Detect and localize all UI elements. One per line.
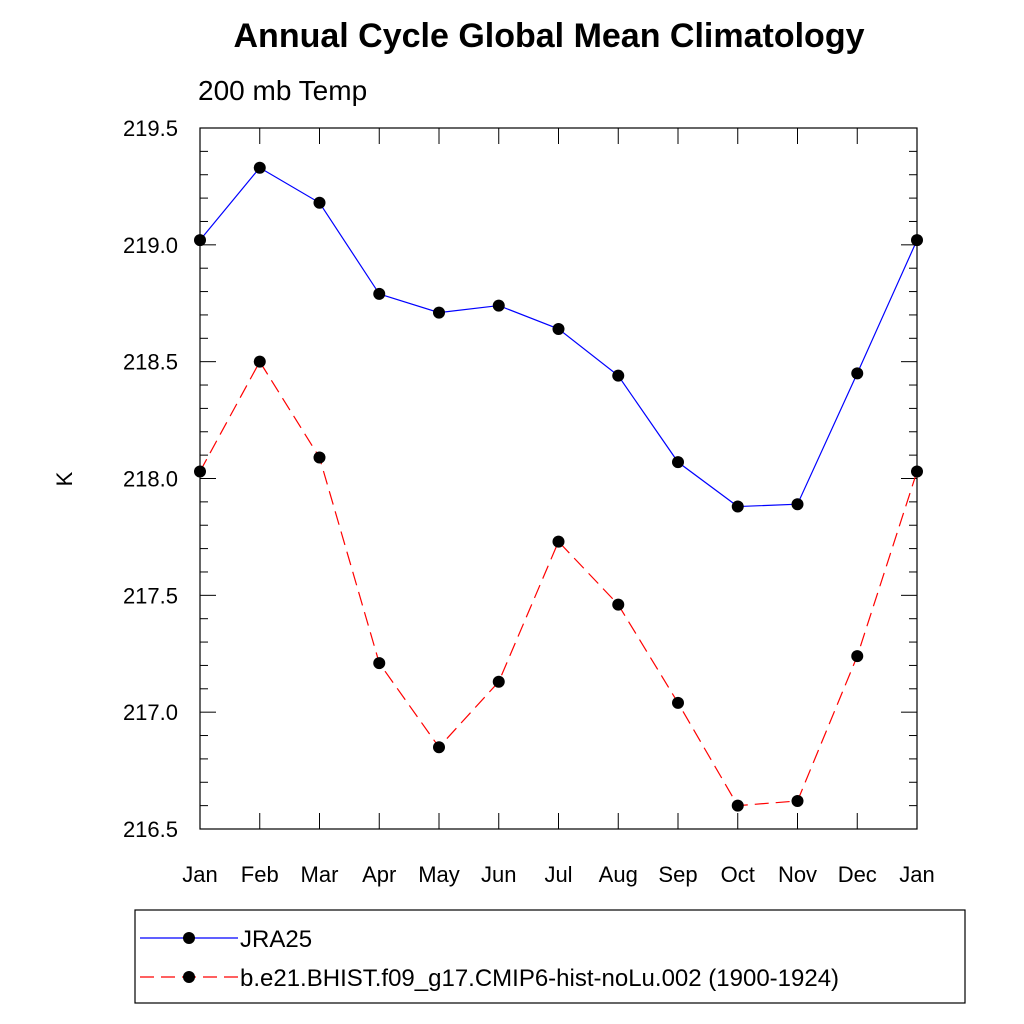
data-point <box>373 287 386 300</box>
data-point <box>791 794 804 807</box>
data-point <box>373 657 386 670</box>
data-point <box>253 161 266 174</box>
x-tick-label: Dec <box>838 862 877 887</box>
y-tick-label: 218.0 <box>123 467 178 492</box>
data-point <box>552 322 565 335</box>
data-point <box>492 299 505 312</box>
y-tick-labels: 216.5 217.0 217.5 218.0 218.5 219.0 219.5 <box>123 116 178 842</box>
legend: JRA25 b.e21.BHIST.f09_g17.CMIP6-hist-noLu… <box>134 909 966 1004</box>
data-point <box>552 535 565 548</box>
chart-subtitle: 200 mb Temp <box>198 75 367 106</box>
data-point <box>672 456 684 469</box>
data-point <box>791 498 804 511</box>
x-tick-label: May <box>418 862 460 887</box>
x-tick-label: Feb <box>241 862 279 887</box>
data-point <box>851 367 864 380</box>
y-tick-label: 219.0 <box>123 233 178 258</box>
series-group <box>194 161 923 812</box>
x-tick-label: Mar <box>301 862 339 887</box>
legend-label: JRA25 <box>240 926 312 953</box>
data-point <box>731 500 744 513</box>
data-point <box>911 234 923 247</box>
data-point <box>253 355 266 368</box>
data-point <box>313 451 326 464</box>
data-point <box>433 306 445 319</box>
data-point <box>492 675 505 688</box>
legend-marker <box>183 932 195 944</box>
y-axis-label: K <box>52 471 77 486</box>
legend-label: b.e21.BHIST.f09_g17.CMIP6-hist-noLu.002 … <box>240 965 839 992</box>
data-point <box>731 799 744 812</box>
x-tick-label: Jan <box>182 862 217 887</box>
y-tick-label: 216.5 <box>123 817 178 842</box>
data-point <box>911 465 923 478</box>
legend-marker <box>183 971 195 983</box>
chart-title: Annual Cycle Global Mean Climatology <box>234 17 865 55</box>
data-point <box>612 369 625 382</box>
x-tick-label: Aug <box>599 862 638 887</box>
x-tick-labels: Jan Feb Mar Apr May Jun Jul Aug Sep Oct Nov Dec Jan <box>182 862 934 887</box>
series-line <box>199 166 918 508</box>
x-tick-label: Sep <box>658 862 697 887</box>
data-point <box>612 598 625 611</box>
y-tick-label: 218.5 <box>123 350 178 375</box>
x-tick-label: Jun <box>481 862 516 887</box>
legend-box <box>134 909 966 1004</box>
data-point <box>672 696 684 709</box>
y-tick-label: 219.5 <box>123 116 178 141</box>
data-point <box>851 650 864 663</box>
data-point <box>433 741 445 754</box>
series-line <box>199 360 918 807</box>
x-tick-label: Jan <box>899 862 934 887</box>
x-tick-label: Jul <box>544 862 572 887</box>
data-point <box>194 465 206 478</box>
y-tick-label: 217.5 <box>123 583 178 608</box>
x-tick-label: Nov <box>778 862 817 887</box>
data-point <box>194 234 206 247</box>
axis-ticks <box>199 127 918 830</box>
y-tick-label: 217.0 <box>123 700 178 725</box>
x-tick-label: Apr <box>362 862 396 887</box>
x-tick-label: Oct <box>721 862 755 887</box>
data-point <box>313 196 326 209</box>
